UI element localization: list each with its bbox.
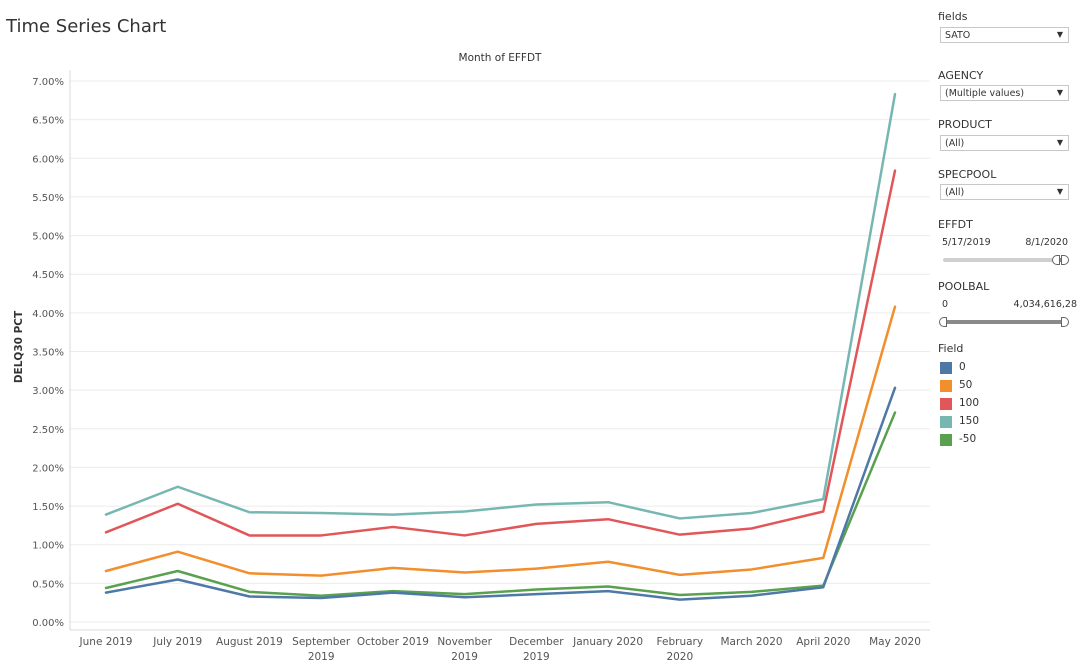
legend-swatch <box>940 434 952 446</box>
series-line--50[interactable] <box>104 411 897 597</box>
x-tick-label: May 2020 <box>869 636 921 648</box>
effdt-slider-track[interactable] <box>943 258 1065 262</box>
axes: 0.00% 0.50% 1.00% 1.50% 2.00% 2.50% 3.00% 3.50%… <box>32 70 930 663</box>
legend-label: 150 <box>959 415 980 427</box>
y-tick-label: 2.00% <box>32 463 64 474</box>
agency-value: (Multiple values) <box>945 88 1025 99</box>
y-tick-label: 6.00% <box>32 154 64 165</box>
chart-title: Month of EFFDT <box>459 52 543 64</box>
series-line-150[interactable] <box>104 92 897 520</box>
product-value: (All) <box>945 138 965 149</box>
poolbal-slider-fill <box>943 320 1065 324</box>
poolbal-max: 4,034,616,28 <box>1013 299 1077 310</box>
poolbal-slider-low-handle[interactable] <box>939 317 947 327</box>
legend-swatch <box>940 362 952 374</box>
y-tick-label: 5.00% <box>32 232 64 243</box>
legend-title: Field <box>938 342 964 355</box>
effdt-min: 5/17/2019 <box>942 237 991 248</box>
effdt-max: 8/1/2020 <box>1025 237 1068 248</box>
fields-label: fields <box>938 10 968 23</box>
poolbal-label: POOLBAL <box>938 280 990 293</box>
fields-dropdown[interactable]: SATO ▼ <box>940 27 1069 43</box>
x-tick-label: October 2019 <box>357 636 429 648</box>
y-tick-label: 1.50% <box>32 502 64 513</box>
y-tick-label: 0.00% <box>32 618 64 629</box>
x-tick-label: January 2020 <box>572 636 643 648</box>
y-tick-label: 2.50% <box>32 425 64 436</box>
legend-label: 0 <box>959 361 966 373</box>
product-dropdown[interactable]: (All) ▼ <box>940 135 1069 151</box>
y-tick-label: 4.00% <box>32 309 64 320</box>
specpool-value: (All) <box>945 187 965 198</box>
grid-lines <box>70 80 930 623</box>
y-tick-label: 4.50% <box>32 270 64 281</box>
chevron-down-icon: ▼ <box>1056 88 1063 97</box>
agency-label: AGENCY <box>938 69 984 82</box>
y-tick-label: 5.50% <box>32 193 64 204</box>
x-tick-label: February 2020 <box>657 636 704 663</box>
legend-label: -50 <box>959 433 977 445</box>
y-tick-label: 0.50% <box>32 579 64 590</box>
x-tick-label: April 2020 <box>796 636 850 648</box>
x-tick-label: December 2019 <box>509 636 564 663</box>
specpool-dropdown[interactable]: (All) ▼ <box>940 184 1069 200</box>
y-tick-label: 3.00% <box>32 386 64 397</box>
poolbal-slider-high-handle[interactable] <box>1061 317 1069 327</box>
x-tick-label: August 2019 <box>216 636 283 648</box>
series-lines <box>104 92 897 601</box>
chevron-down-icon: ▼ <box>1056 30 1063 39</box>
effdt-slider-low-handle[interactable] <box>1052 255 1061 265</box>
legend-label: 100 <box>959 397 980 409</box>
x-tick-label: March 2020 <box>721 636 783 648</box>
product-label: PRODUCT <box>938 118 992 131</box>
line-chart: 0.00% 0.50% 1.00% 1.50% 2.00% 2.50% 3.00% 3.50%… <box>13 52 930 663</box>
x-tick-label: June 2019 <box>79 636 133 648</box>
effdt-label: EFFDT <box>938 218 973 231</box>
x-tick-label: July 2019 <box>152 636 202 648</box>
series-line-50[interactable] <box>104 305 897 577</box>
chevron-down-icon: ▼ <box>1056 138 1063 147</box>
legend-swatch <box>940 398 952 410</box>
series-line-100[interactable] <box>104 169 897 537</box>
filter-panel: fields SATO ▼ AGENCY (Multiple values) ▼… <box>938 0 1077 668</box>
effdt-slider-high-handle[interactable] <box>1061 255 1069 265</box>
chevron-down-icon: ▼ <box>1056 187 1063 196</box>
y-tick-label: 1.00% <box>32 541 64 552</box>
legend-swatch <box>940 380 952 392</box>
chart-area: 0.00% 0.50% 1.00% 1.50% 2.00% 2.50% 3.00% 3.50%… <box>13 52 930 663</box>
y-tick-label: 3.50% <box>32 348 64 359</box>
page-title: Time Series Chart <box>6 16 167 37</box>
effdt-slider-fill <box>1056 258 1065 262</box>
legend-swatch <box>940 416 952 428</box>
y-tick-label: 7.00% <box>32 77 64 88</box>
x-tick-label: November 2019 <box>437 636 492 663</box>
fields-value: SATO <box>945 30 971 41</box>
legend-label: 50 <box>959 379 973 391</box>
specpool-label: SPECPOOL <box>938 168 997 181</box>
poolbal-min: 0 <box>942 299 949 310</box>
y-axis-label: DELQ30 PCT <box>13 310 25 383</box>
series-line-0[interactable] <box>104 386 897 601</box>
agency-dropdown[interactable]: (Multiple values) ▼ <box>940 85 1069 101</box>
x-tick-label: September 2019 <box>292 636 351 663</box>
y-tick-label: 6.50% <box>32 116 64 127</box>
